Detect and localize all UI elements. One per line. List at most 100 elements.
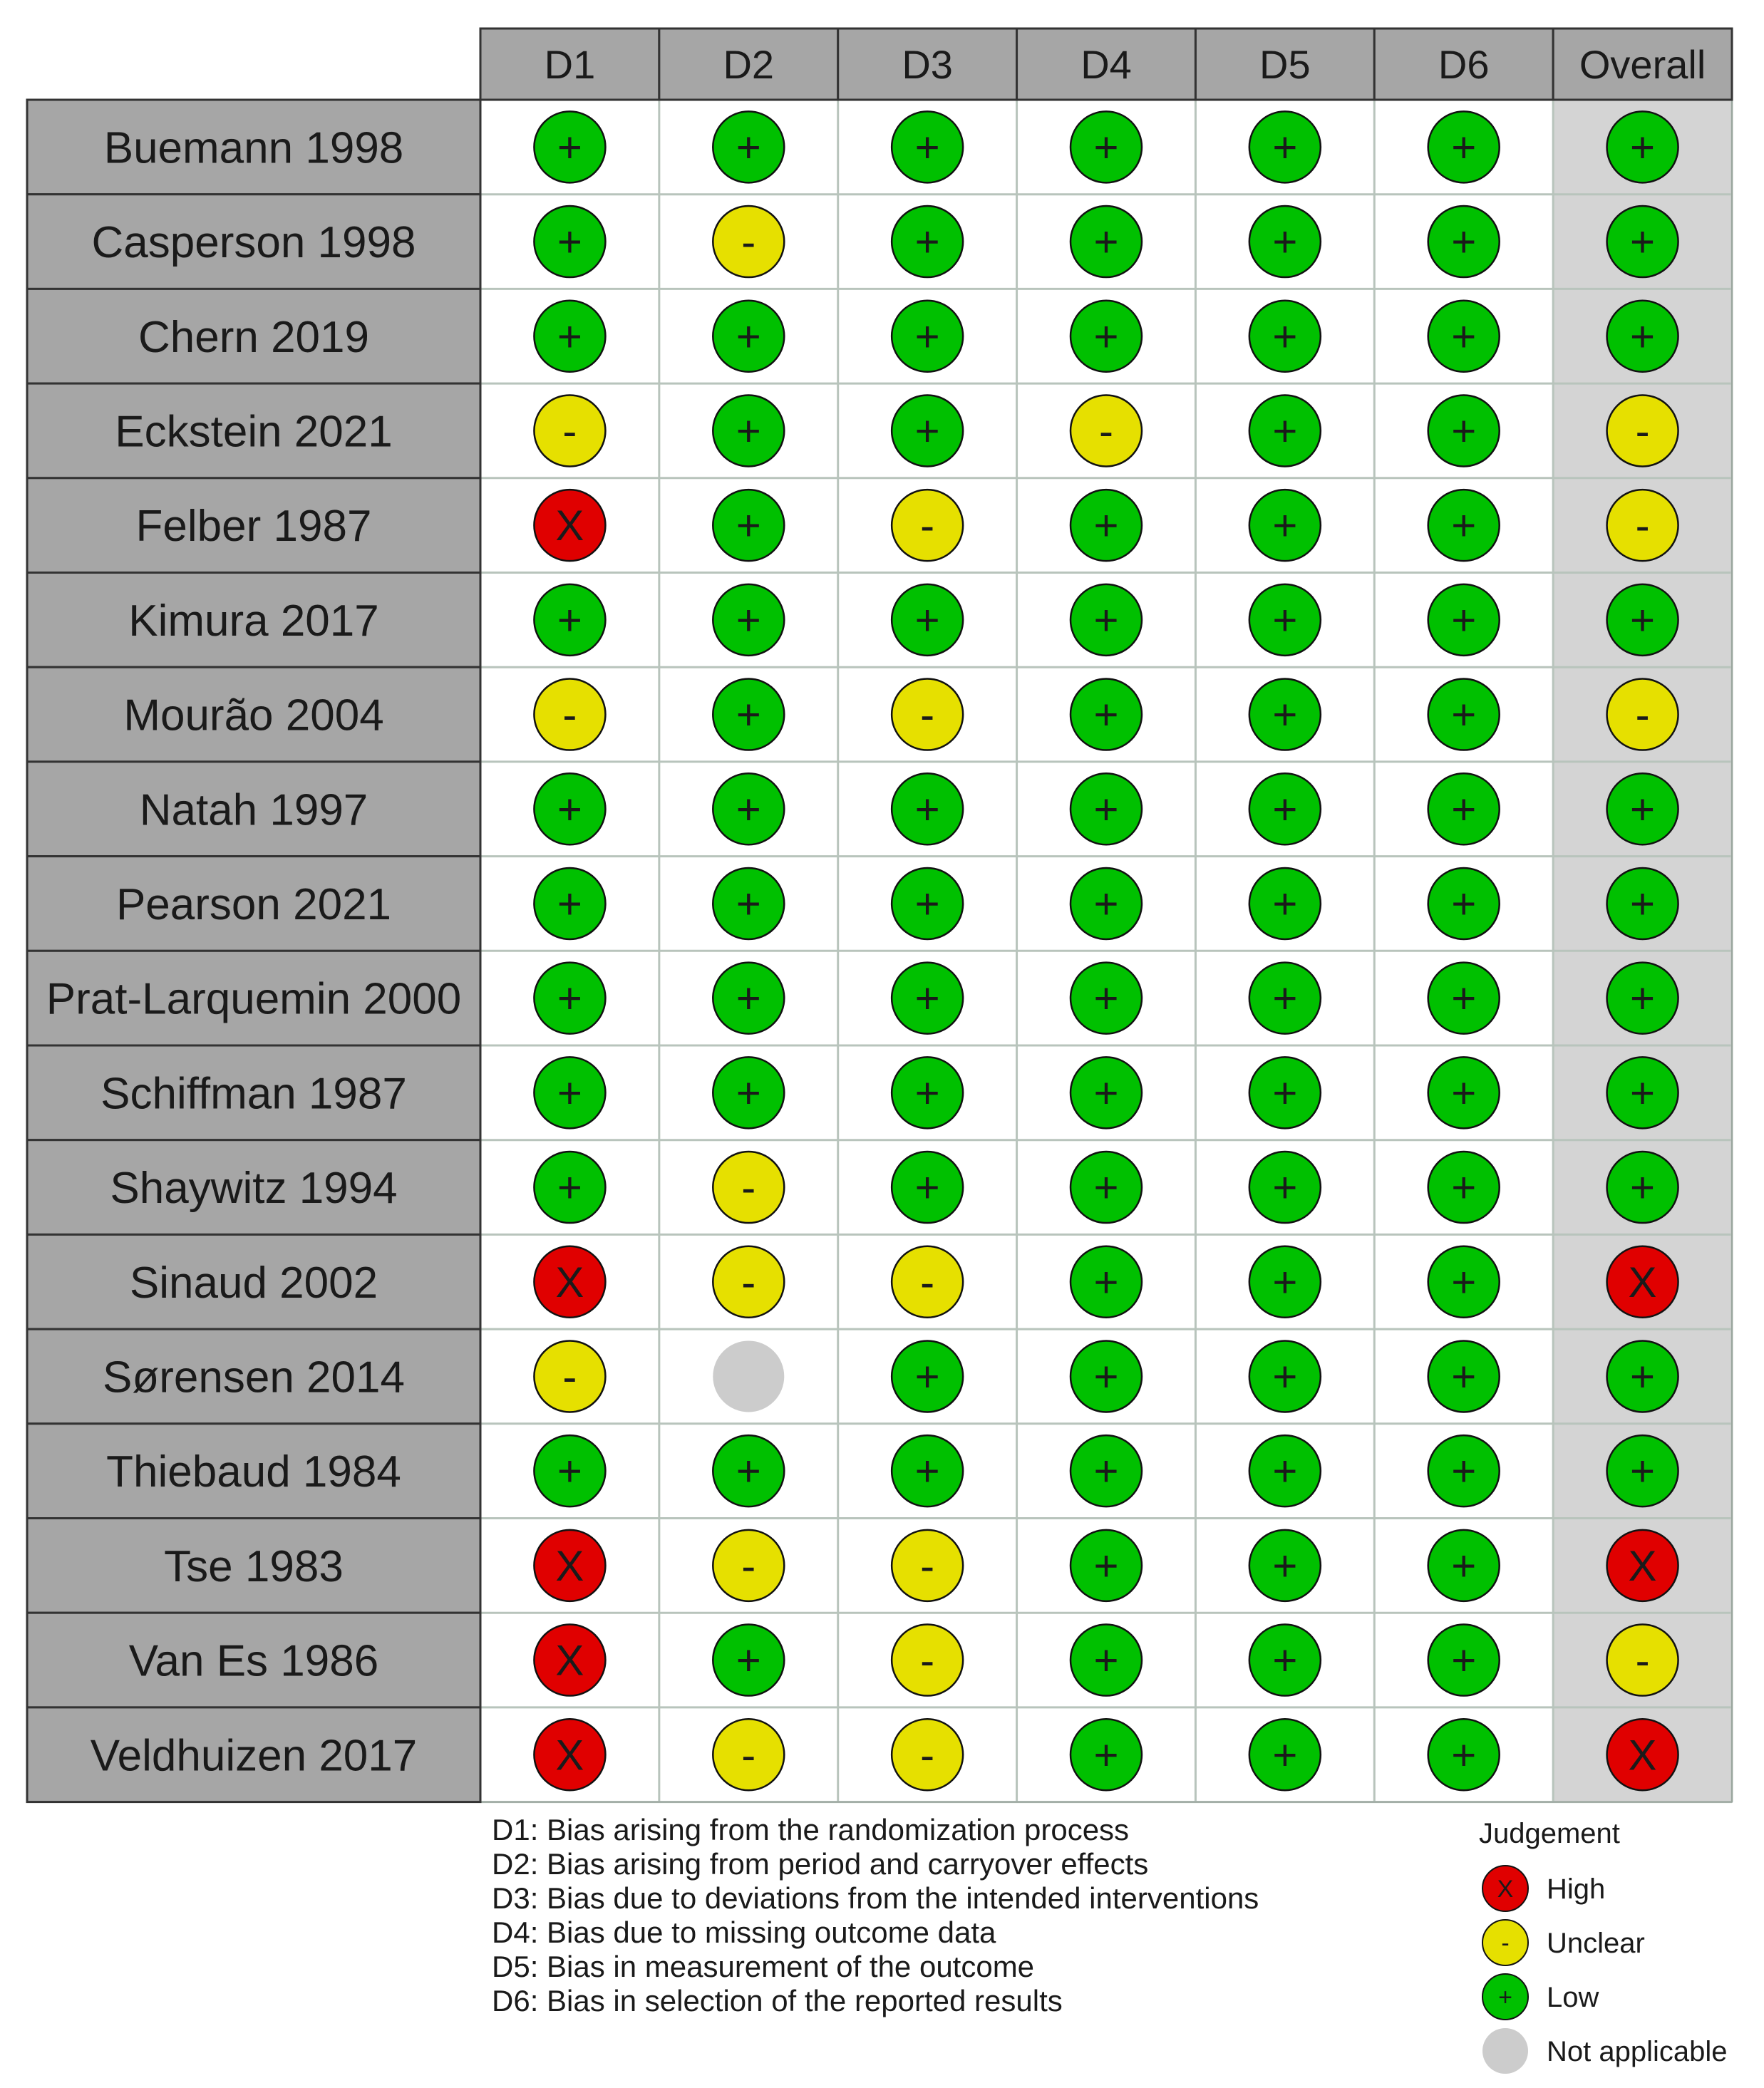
judgement-mark-low: + <box>890 1340 964 1413</box>
judgement-mark-low: + <box>1427 1529 1500 1603</box>
judgement-circle <box>1069 867 1143 941</box>
judgement-mark-low: + <box>1427 1623 1500 1697</box>
judgement-circle <box>1606 867 1679 941</box>
judgement-symbol: + <box>1630 313 1655 361</box>
judgement-symbol: - <box>920 502 934 549</box>
judgement-symbol: + <box>1272 596 1297 644</box>
judgement-symbol: + <box>557 596 582 644</box>
judgement-symbol: X <box>1629 1731 1657 1779</box>
study-label: Buemann 1998 <box>104 123 404 172</box>
judgement-mark-low: + <box>1069 1150 1143 1224</box>
judgement-circle <box>1606 488 1679 562</box>
legend-swatch-symbol: X <box>1497 1876 1514 1903</box>
domain-definition: D4: Bias due to missing outcome data <box>492 1916 996 1949</box>
judgement-mark-low: + <box>712 110 785 184</box>
judgement-symbol: + <box>1451 123 1476 171</box>
judgement-circle <box>1248 1718 1322 1792</box>
judgement-mark-low: + <box>1427 961 1500 1035</box>
column-header-cell <box>479 27 661 101</box>
judgement-mark-unclear: - <box>533 678 607 751</box>
judgement-circle <box>712 1056 785 1130</box>
study-label: Pearson 2021 <box>116 880 391 929</box>
judgement-mark-high: X <box>533 488 607 562</box>
judgement-symbol: + <box>557 785 582 833</box>
judgement-mark-unclear: - <box>712 1150 785 1224</box>
judgement-mark-low: + <box>1069 1718 1143 1792</box>
judgement-symbol: + <box>915 785 940 833</box>
judgement-symbol: - <box>920 1637 934 1685</box>
judgement-symbol: + <box>736 313 761 361</box>
judgement-circle <box>533 1718 607 1792</box>
judgement-circle <box>1427 1718 1500 1792</box>
judgement-symbol: + <box>557 1164 582 1211</box>
judgement-mark-na <box>713 1340 785 1412</box>
judgement-mark-low: + <box>1606 1340 1679 1413</box>
judgement-mark-low: + <box>1248 1434 1322 1508</box>
judgement-mark-low: + <box>1606 110 1679 184</box>
judgement-circle <box>1427 1623 1500 1697</box>
study-label-cell <box>26 949 482 1047</box>
judgement-circle <box>890 1340 964 1413</box>
judgement-mark-unclear: - <box>890 1623 964 1697</box>
judgement-circle <box>890 1150 964 1224</box>
judgement-symbol: + <box>1451 1353 1476 1400</box>
judgement-symbol: + <box>1093 502 1118 549</box>
judgement-mark-low: + <box>1248 772 1322 846</box>
judgement-mark-unclear: - <box>533 1340 607 1413</box>
study-label-cell <box>26 193 482 290</box>
judgement-circle <box>1248 1056 1322 1130</box>
judgement-symbol: + <box>736 502 761 549</box>
domain-definition: D5: Bias in measurement of the outcome <box>492 1950 1034 1983</box>
judgement-circle <box>1606 1623 1679 1697</box>
judgement-mark-low: + <box>1606 205 1679 279</box>
judgement-symbol: + <box>1093 691 1118 739</box>
judgement-circle <box>1069 1150 1143 1224</box>
study-label-cell <box>26 1611 482 1709</box>
study-label-cell <box>26 1044 482 1142</box>
judgement-symbol: + <box>1093 1164 1118 1211</box>
judgement-circle <box>1427 394 1500 467</box>
judgement-circle <box>1069 299 1143 373</box>
judgement-mark-low: + <box>1606 1056 1679 1130</box>
judgement-mark-low: + <box>1248 1340 1322 1413</box>
judgement-mark-low: + <box>1427 1056 1500 1130</box>
judgement-mark-unclear: - <box>890 488 964 562</box>
judgement-symbol: + <box>1451 502 1476 549</box>
judgement-mark-low: + <box>712 583 785 657</box>
judgement-mark-low: + <box>1248 1718 1322 1792</box>
judgement-circle <box>1248 1529 1322 1603</box>
judgement-circle <box>533 1529 607 1603</box>
judgement-mark-low: + <box>1248 205 1322 279</box>
judgement-symbol: + <box>1451 407 1476 455</box>
legend-swatch <box>1482 1865 1529 1912</box>
judgement-symbol: + <box>915 975 940 1023</box>
judgement-mark-low: + <box>533 772 607 846</box>
judgement-symbol: + <box>915 218 940 266</box>
judgement-circle <box>712 1529 785 1603</box>
judgement-circle <box>1606 1529 1679 1603</box>
judgement-symbol: + <box>1272 1542 1297 1590</box>
judgement-symbol: + <box>915 313 940 361</box>
judgement-circle <box>712 678 785 751</box>
legend-item-high: X High <box>1482 1865 1605 1912</box>
judgement-circle <box>1248 488 1322 562</box>
judgement-symbol: + <box>1093 975 1118 1023</box>
judgement-symbol: + <box>1630 785 1655 833</box>
judgement-circle <box>712 1623 785 1697</box>
legend-swatch-symbol: - <box>1501 1930 1509 1957</box>
judgement-mark-low: + <box>890 867 964 941</box>
judgement-symbol: + <box>736 1447 761 1495</box>
judgement-symbol: + <box>1093 1353 1118 1400</box>
judgement-symbol: - <box>1636 691 1650 739</box>
judgement-circle <box>1069 394 1143 467</box>
study-label-cell <box>26 98 482 196</box>
study-label-cell <box>26 1328 482 1425</box>
judgement-symbol: + <box>915 596 940 644</box>
judgement-mark-unclear: - <box>890 678 964 751</box>
judgement-symbol: + <box>1093 785 1118 833</box>
judgement-marks: + + + + + + + + - + + + + + + + + + + + + - + + - + + - X + - + + + - + + + + +… <box>533 110 1679 1792</box>
judgement-mark-low: + <box>1427 1718 1500 1792</box>
judgement-symbol: + <box>1451 1069 1476 1117</box>
grid-layer <box>479 98 1733 1804</box>
